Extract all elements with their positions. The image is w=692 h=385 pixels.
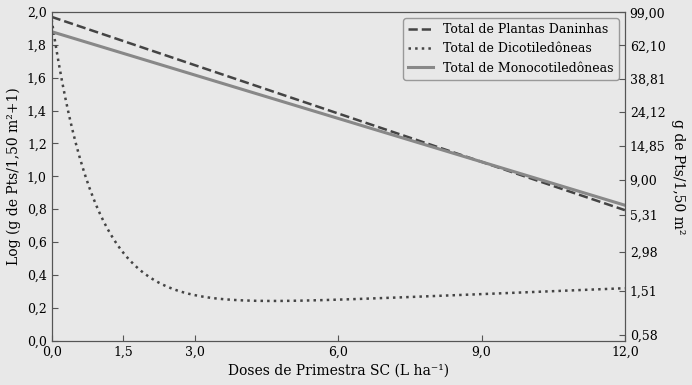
Total de Plantas Daninhas xyxy=(518,173,526,177)
Line: Total de Plantas Daninhas: Total de Plantas Daninhas xyxy=(52,17,625,210)
Total de Dicotiledôneas xyxy=(518,290,527,295)
Total de Plantas Daninhas xyxy=(621,208,629,213)
Y-axis label: Log (g de Pts/1,50 m²+1): Log (g de Pts/1,50 m²+1) xyxy=(7,87,21,265)
Line: Total de Monocotiledôneas: Total de Monocotiledôneas xyxy=(52,32,625,205)
Total de Monocotiledôneas xyxy=(389,133,397,137)
Total de Plantas Daninhas xyxy=(389,130,397,134)
Total de Plantas Daninhas xyxy=(48,15,56,19)
Total de Dicotiledôneas xyxy=(608,286,617,291)
Total de Plantas Daninhas xyxy=(358,119,366,124)
Total de Monocotiledôneas xyxy=(323,113,331,117)
Total de Dicotiledôneas xyxy=(269,299,277,303)
Total de Plantas Daninhas xyxy=(320,106,328,111)
Total de Dicotiledôneas xyxy=(48,17,56,22)
Total de Monocotiledôneas xyxy=(607,199,615,203)
Total de Dicotiledôneas xyxy=(390,295,398,300)
Total de Dicotiledôneas xyxy=(321,298,329,302)
Y-axis label: g de Pts/1,50 m²: g de Pts/1,50 m² xyxy=(671,119,685,234)
Total de Dicotiledôneas xyxy=(621,286,629,291)
Total de Monocotiledôneas xyxy=(320,112,328,116)
Total de Monocotiledôneas xyxy=(358,123,366,128)
Legend: Total de Plantas Daninhas, Total de Dicotiledôneas, Total de Monocotiledôneas: Total de Plantas Daninhas, Total de Dico… xyxy=(403,18,619,80)
Total de Monocotiledôneas xyxy=(518,172,526,176)
Total de Plantas Daninhas xyxy=(607,203,615,208)
Total de Monocotiledôneas xyxy=(621,203,629,208)
Total de Dicotiledôneas xyxy=(325,298,333,302)
Total de Plantas Daninhas xyxy=(323,107,331,112)
X-axis label: Doses de Primestra SC (L ha⁻¹): Doses de Primestra SC (L ha⁻¹) xyxy=(228,364,449,378)
Total de Monocotiledôneas xyxy=(48,29,56,34)
Total de Dicotiledôneas xyxy=(358,296,367,301)
Line: Total de Dicotiledôneas: Total de Dicotiledôneas xyxy=(52,19,625,301)
